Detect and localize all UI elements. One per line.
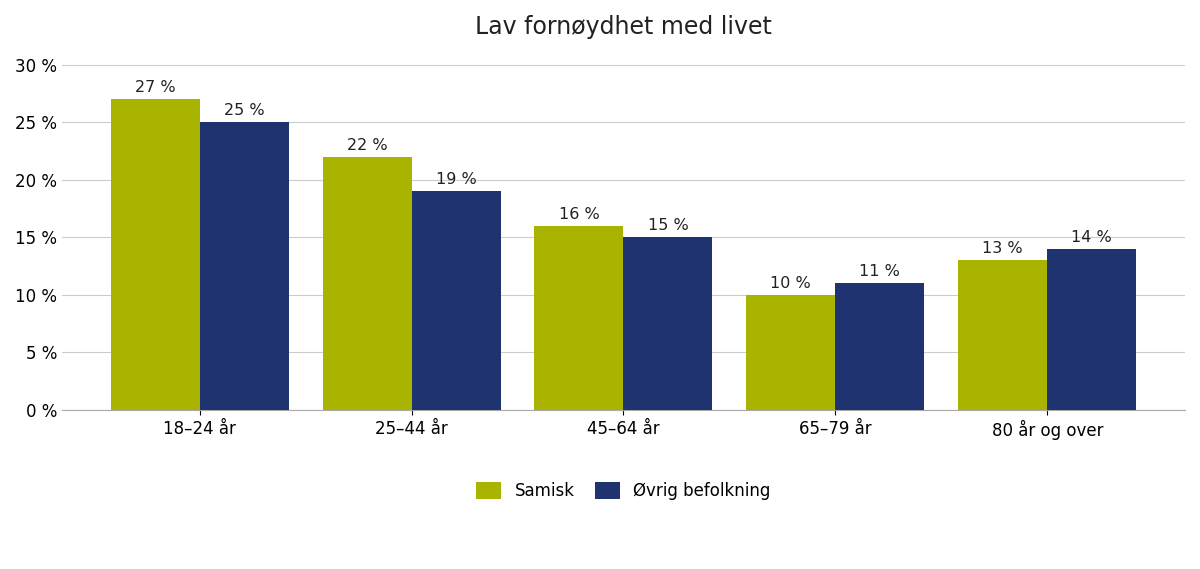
Bar [1048, 249, 1136, 410]
Bar [959, 261, 1048, 410]
Text: 11 %: 11 % [859, 265, 900, 279]
Text: 14 %: 14 % [1072, 230, 1112, 245]
Bar [323, 157, 412, 410]
Text: 27 %: 27 % [134, 80, 175, 96]
Bar [412, 191, 500, 410]
Text: 10 %: 10 % [770, 276, 811, 291]
Bar [746, 295, 835, 410]
Bar [624, 237, 713, 410]
Title: Lav fornøydhet med livet: Lav fornøydhet med livet [475, 15, 772, 39]
Text: 13 %: 13 % [983, 241, 1024, 257]
Text: 25 %: 25 % [223, 104, 264, 118]
Bar [199, 122, 289, 410]
Text: 19 %: 19 % [436, 172, 476, 187]
Legend: Samisk, Øvrig befolkning: Samisk, Øvrig befolkning [469, 475, 778, 507]
Bar [110, 100, 199, 410]
Bar [835, 283, 924, 410]
Text: 22 %: 22 % [347, 138, 388, 153]
Bar [534, 226, 624, 410]
Text: 16 %: 16 % [558, 207, 599, 222]
Text: 15 %: 15 % [648, 218, 689, 233]
